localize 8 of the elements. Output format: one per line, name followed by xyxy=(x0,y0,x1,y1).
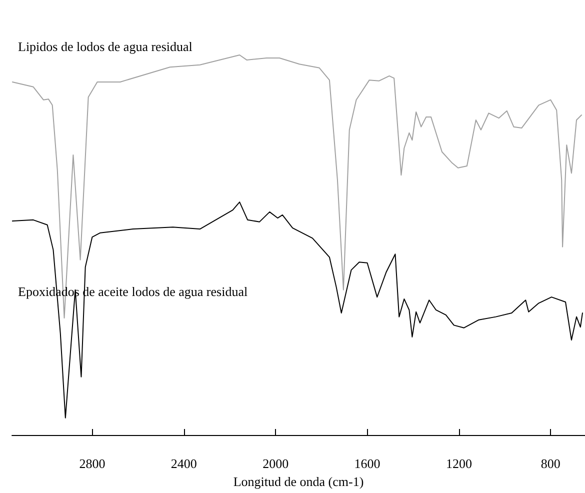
x-tick-label: 1200 xyxy=(446,456,472,471)
x-tick-label: 2800 xyxy=(79,456,106,471)
series-label: Lipidos de lodos de agua residual xyxy=(18,39,193,54)
x-tick-label: 2000 xyxy=(262,456,289,471)
x-tick-label: 800 xyxy=(540,456,560,471)
x-tick-label: 1600 xyxy=(354,456,380,471)
x-axis-title: Longitud de onda (cm-1) xyxy=(233,474,364,489)
x-tick-label: 2400 xyxy=(170,456,197,471)
